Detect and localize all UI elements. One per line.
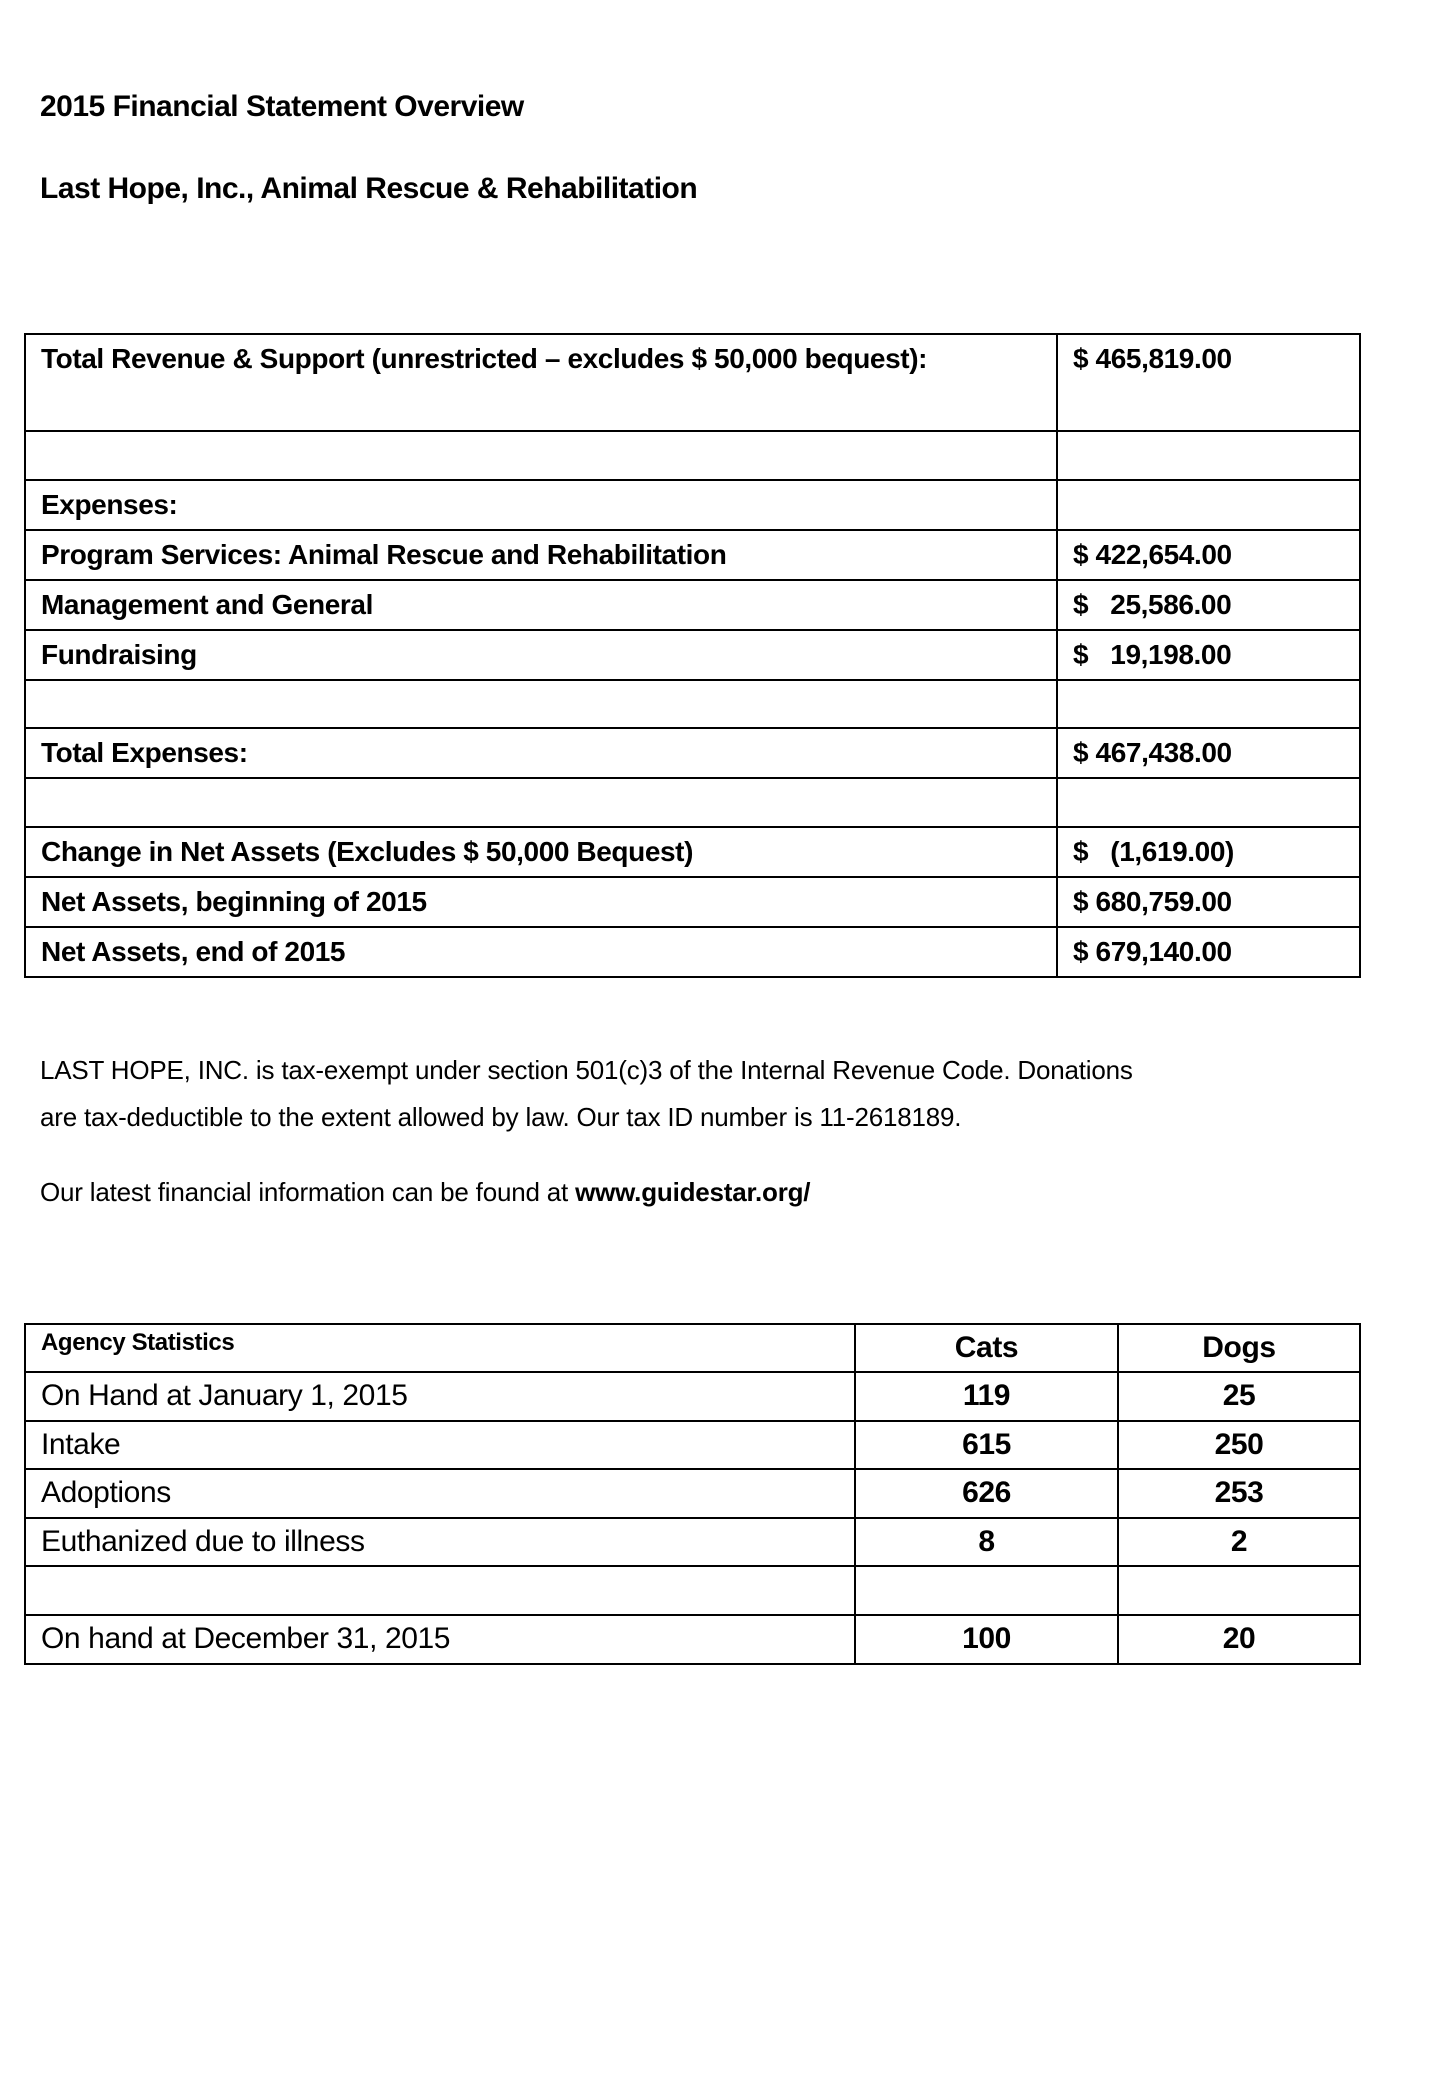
financial-row — [24, 430, 1361, 481]
financial-value — [1056, 678, 1361, 730]
financial-row: Program Services: Animal Rescue and Reha… — [24, 528, 1361, 581]
financial-label: Net Assets, end of 2015 — [24, 925, 1058, 978]
financial-value: $ 25,586.00 — [1056, 578, 1361, 631]
cats-count: 8 — [854, 1516, 1119, 1568]
cats-count: 119 — [854, 1371, 1119, 1422]
financial-row: Total Revenue & Support (unrestricted – … — [24, 333, 1361, 432]
agency-statistics-table: Agency Statistics Cats Dogs On Hand at J… — [24, 1323, 1361, 1665]
stats-header-row: Agency Statistics Cats Dogs — [24, 1323, 1361, 1373]
financial-value: $ (1,619.00) — [1056, 825, 1361, 878]
financial-row: Fundraising $ 19,198.00 — [24, 628, 1361, 681]
dogs-count: 253 — [1117, 1468, 1361, 1519]
stats-row: On Hand at January 1, 2015 119 25 — [24, 1371, 1361, 1422]
financial-value: $ 465,819.00 — [1056, 333, 1361, 432]
financial-value: $ 680,759.00 — [1056, 875, 1361, 928]
stats-label: Intake — [24, 1419, 856, 1471]
stats-label: On hand at December 31, 2015 — [24, 1613, 856, 1665]
cats-count: 615 — [854, 1419, 1119, 1471]
dogs-count: 2 — [1117, 1516, 1361, 1568]
financial-label — [24, 777, 1058, 828]
financial-label — [24, 678, 1058, 730]
financial-row — [24, 777, 1361, 828]
financial-row: Change in Net Assets (Excludes $ 50,000 … — [24, 825, 1361, 878]
financial-row: Net Assets, end of 2015 $ 679,140.00 — [24, 925, 1361, 978]
financial-value: $ 19,198.00 — [1056, 628, 1361, 681]
financial-label: Program Services: Animal Rescue and Reha… — [24, 528, 1058, 581]
financial-label: Total Expenses: — [24, 727, 1058, 780]
stats-row: Adoptions 626 253 — [24, 1468, 1361, 1519]
cats-count — [854, 1565, 1119, 1616]
financial-label: Management and General — [24, 578, 1058, 631]
financial-value — [1056, 777, 1361, 828]
tax-exempt-note: LAST HOPE, INC. is tax-exempt under sect… — [40, 1055, 1133, 1085]
financial-value — [1056, 478, 1361, 531]
financial-label: Expenses: — [24, 478, 1058, 531]
document-title: 2015 Financial Statement Overview — [40, 90, 524, 123]
financial-label: Fundraising — [24, 628, 1058, 681]
header-dogs: Dogs — [1117, 1323, 1361, 1373]
stats-label: Adoptions — [24, 1468, 856, 1519]
stats-row: On hand at December 31, 2015 100 20 — [24, 1613, 1361, 1665]
financial-row — [24, 678, 1361, 730]
stats-row — [24, 1565, 1361, 1616]
financial-value: $ 422,654.00 — [1056, 528, 1361, 581]
financial-value: $ 467,438.00 — [1056, 727, 1361, 780]
header-cats: Cats — [854, 1323, 1119, 1373]
stats-label — [24, 1565, 856, 1616]
guidestar-link[interactable]: www.guidestar.org/ — [575, 1177, 811, 1207]
financial-label: Total Revenue & Support (unrestricted – … — [24, 333, 1058, 432]
dogs-count: 20 — [1117, 1613, 1361, 1665]
cats-count: 100 — [854, 1613, 1119, 1665]
header-agency-statistics: Agency Statistics — [24, 1323, 856, 1373]
tax-deductible-note: are tax-deductible to the extent allowed… — [40, 1102, 962, 1132]
stats-label: On Hand at January 1, 2015 — [24, 1371, 856, 1422]
financial-label: Net Assets, beginning of 2015 — [24, 875, 1058, 928]
financial-row: Net Assets, beginning of 2015 $ 680,759.0… — [24, 875, 1361, 928]
organization-name: Last Hope, Inc., Animal Rescue & Rehabil… — [40, 172, 698, 205]
financial-label — [24, 430, 1058, 481]
financial-value: $ 679,140.00 — [1056, 925, 1361, 978]
dogs-count: 25 — [1117, 1371, 1361, 1422]
stats-row: Euthanized due to illness 8 2 — [24, 1516, 1361, 1568]
financial-row: Total Expenses: $ 467,438.00 — [24, 727, 1361, 780]
financial-value — [1056, 430, 1361, 481]
cats-count: 626 — [854, 1468, 1119, 1519]
financial-info-note: Our latest financial information can be … — [40, 1177, 811, 1208]
stats-row: Intake 615 250 — [24, 1419, 1361, 1471]
financial-row: Expenses: — [24, 478, 1361, 531]
financial-label: Change in Net Assets (Excludes $ 50,000 … — [24, 825, 1058, 878]
financial-summary-table: Total Revenue & Support (unrestricted – … — [24, 333, 1361, 978]
dogs-count: 250 — [1117, 1419, 1361, 1471]
financial-info-text: Our latest financial information can be … — [40, 1177, 576, 1207]
financial-row: Management and General $ 25,586.00 — [24, 578, 1361, 631]
dogs-count — [1117, 1565, 1361, 1616]
stats-label: Euthanized due to illness — [24, 1516, 856, 1568]
